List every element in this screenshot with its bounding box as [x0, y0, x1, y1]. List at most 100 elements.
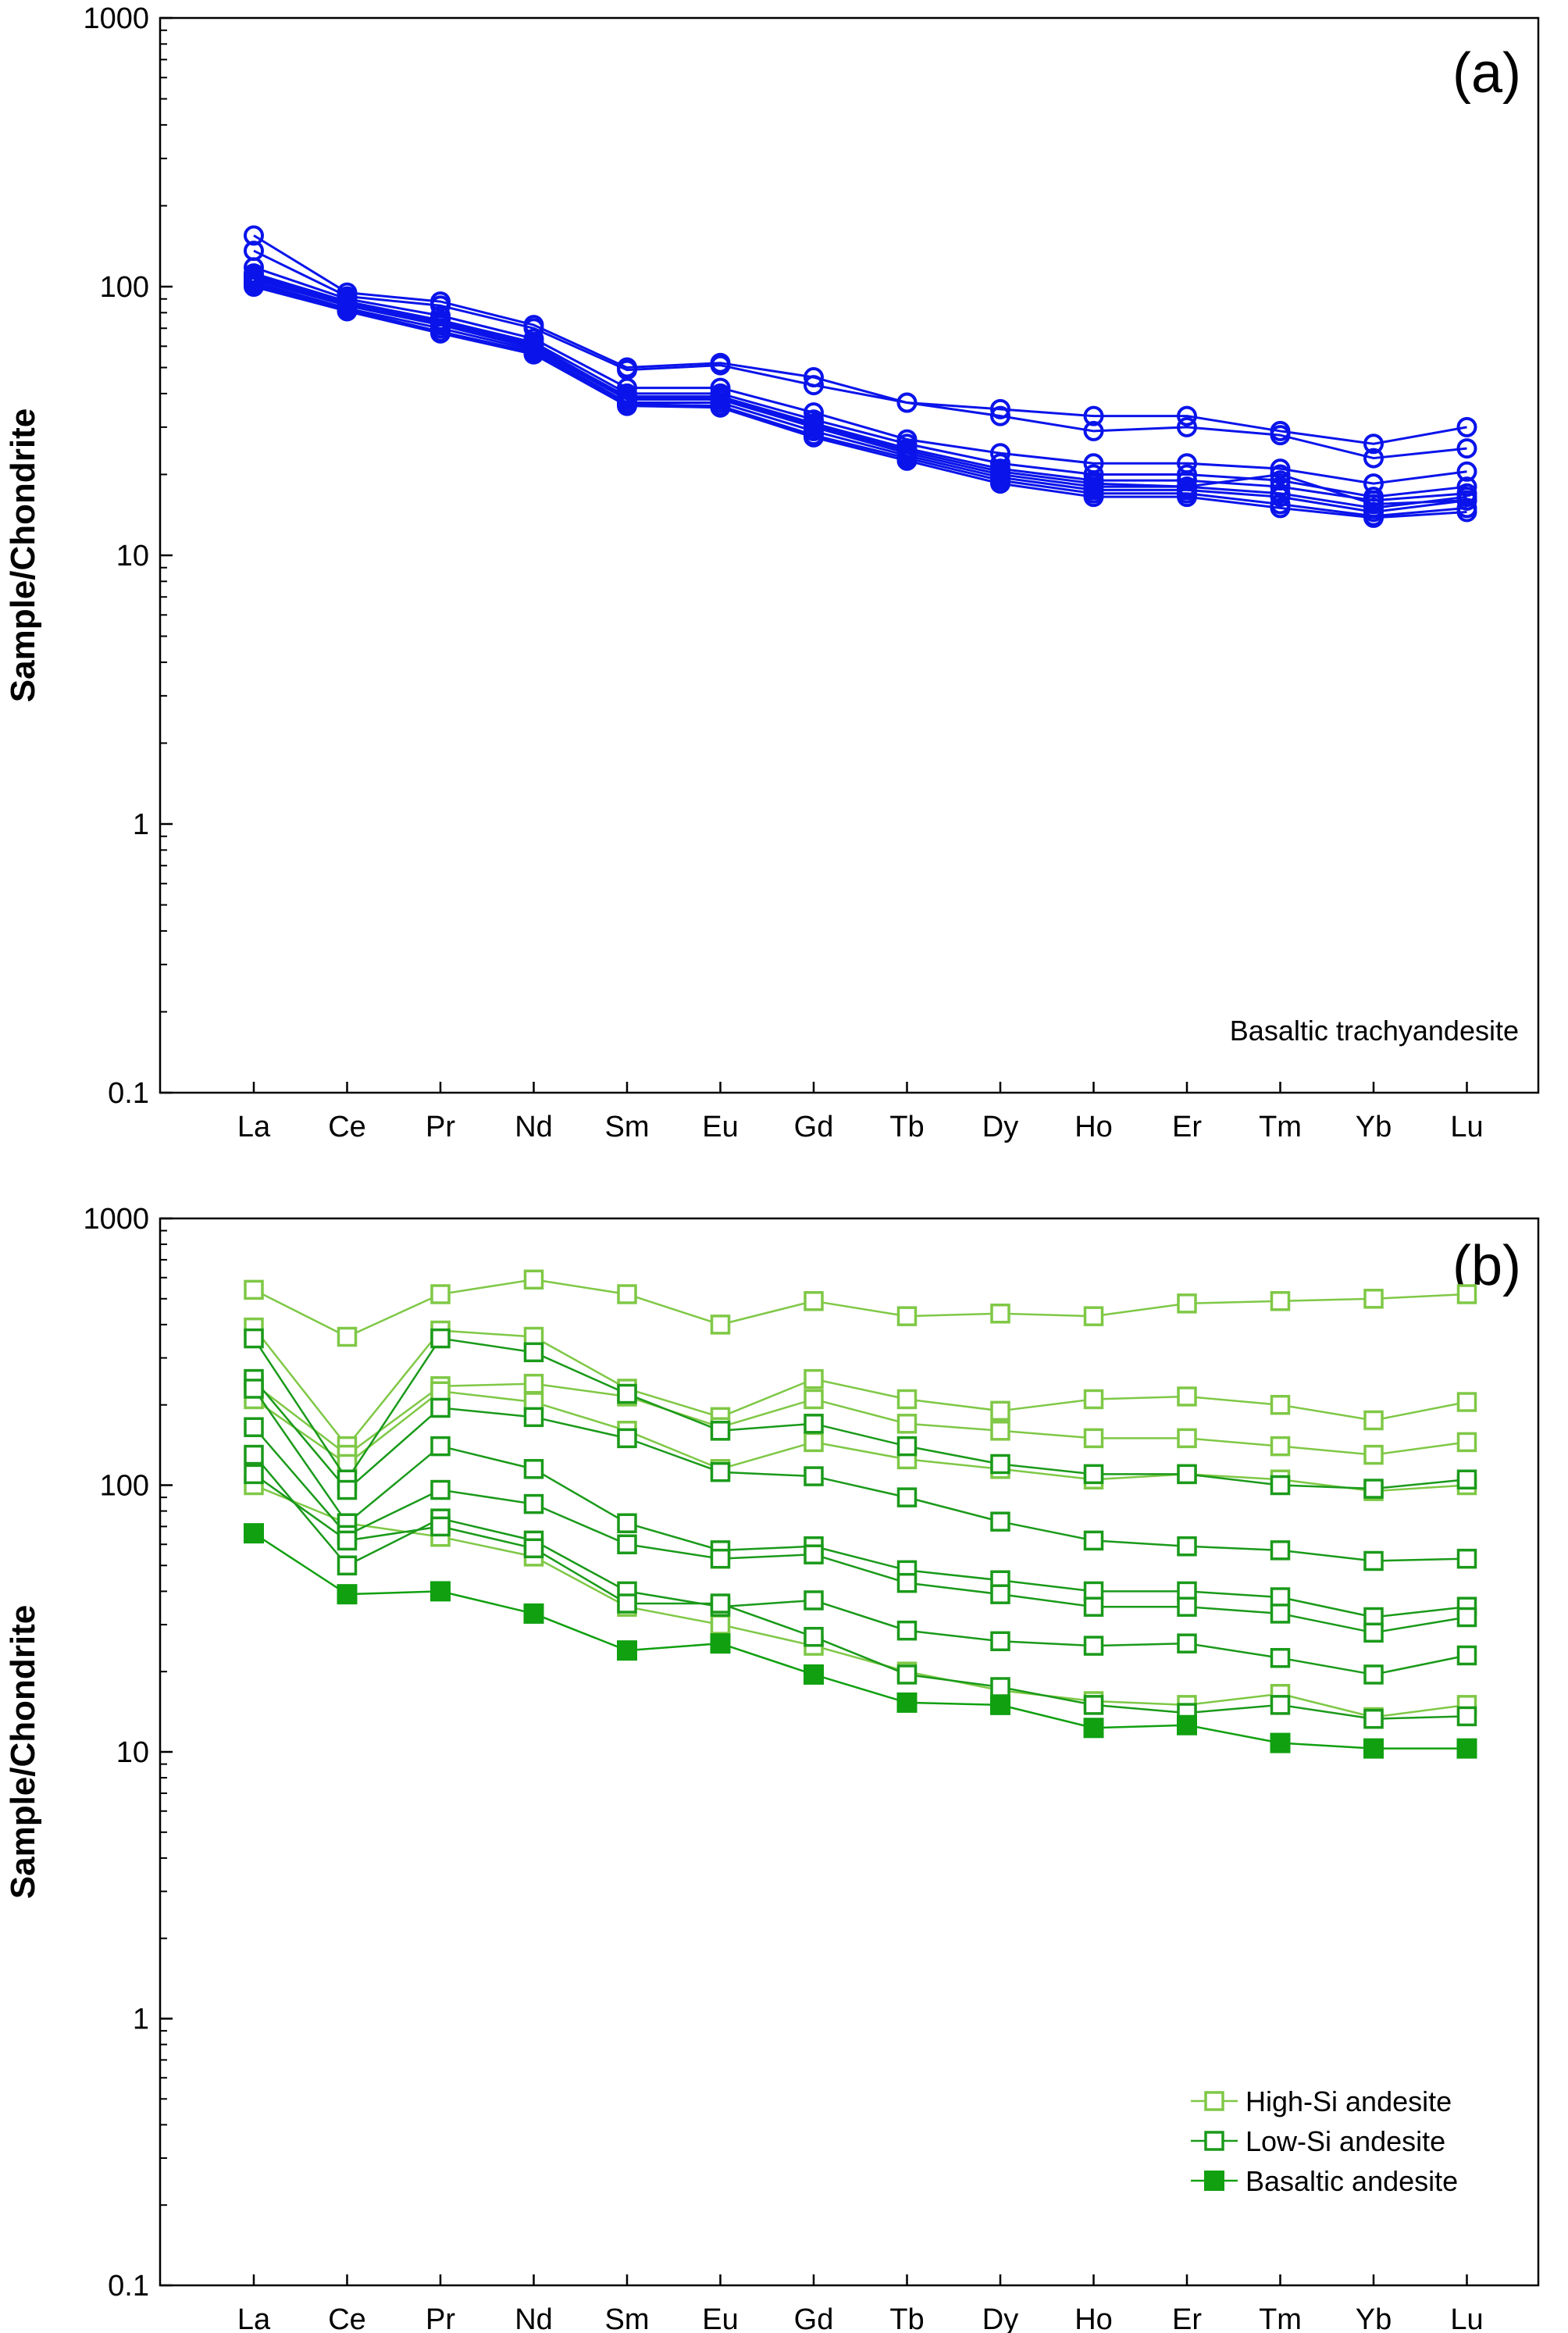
legend-marker: [1204, 2171, 1224, 2191]
data-point: [804, 1368, 824, 1389]
x-tick-label: Yb: [1356, 1111, 1392, 1143]
data-point: [1456, 1469, 1477, 1490]
data-point: [430, 1284, 451, 1304]
series-line: [244, 1269, 1477, 1347]
series-line: [244, 265, 1477, 515]
data-point: [896, 1389, 918, 1410]
data-point: [990, 405, 1010, 426]
data-point: [244, 1417, 264, 1437]
y-tick-label: 10: [116, 540, 149, 573]
x-tick-label: Tb: [889, 2303, 924, 2333]
data-point: [244, 1444, 264, 1465]
data-point: [896, 1306, 918, 1326]
series-path: [253, 234, 1467, 445]
data-point: [1177, 1714, 1197, 1735]
panel-a-annotation: Basaltic trachyandesite: [1230, 1015, 1519, 1047]
data-point: [617, 1284, 637, 1304]
data-point: [617, 387, 637, 408]
data-point: [244, 1379, 264, 1399]
data-point: [896, 441, 918, 462]
data-point: [430, 1581, 451, 1602]
series-line: [244, 1523, 1477, 1759]
data-point: [804, 1664, 824, 1685]
data-point: [1177, 1596, 1197, 1617]
data-point: [804, 1544, 824, 1564]
data-point: [1456, 1645, 1477, 1666]
data-point: [1363, 1479, 1384, 1499]
panel-b-series: [244, 1269, 1477, 1759]
x-tick-label: Lu: [1450, 2303, 1483, 2333]
data-point: [1083, 1718, 1104, 1739]
series-line: [244, 1417, 1477, 1643]
data-point: [1363, 507, 1384, 528]
x-tick-label: Tm: [1259, 2303, 1302, 2333]
panel-a-series: [244, 225, 1477, 528]
series-line: [244, 225, 1477, 455]
data-point: [617, 1534, 637, 1555]
data-point: [990, 1677, 1010, 1697]
data-point: [523, 1603, 544, 1624]
data-point: [1456, 461, 1477, 482]
y-tick-label: 1: [133, 2003, 149, 2036]
series-path: [253, 274, 1467, 506]
data-point: [1270, 1647, 1291, 1668]
series-path: [253, 1389, 1467, 1493]
series-path: [253, 1454, 1467, 1676]
data-point: [990, 1511, 1010, 1532]
x-tick-label: Ho: [1074, 1111, 1113, 1143]
x-tick-label: Lu: [1450, 1111, 1483, 1143]
series-path: [253, 1382, 1467, 1456]
x-tick-label: Tm: [1259, 1111, 1302, 1143]
data-point: [1083, 405, 1104, 426]
x-tick-label: Eu: [702, 2303, 738, 2333]
data-point: [990, 1454, 1010, 1475]
data-point: [337, 1555, 358, 1576]
x-tick-label: Eu: [702, 1111, 738, 1143]
data-point: [710, 1593, 731, 1614]
data-point: [804, 1291, 824, 1311]
y-tick-label: 100: [100, 271, 149, 304]
data-point: [804, 375, 824, 396]
data-point: [430, 1516, 451, 1537]
series-path: [253, 1532, 1467, 1750]
series-path: [253, 1484, 1467, 1718]
x-tick-label: Dy: [982, 1111, 1018, 1143]
data-point: [430, 1328, 451, 1349]
x-tick-label: Gd: [794, 2303, 834, 2333]
data-point: [430, 1436, 451, 1457]
data-point: [710, 1548, 731, 1569]
legend-item: High-Si andesite: [1191, 2085, 1452, 2117]
data-point: [896, 1487, 918, 1507]
data-point: [896, 450, 918, 471]
data-point: [990, 398, 1010, 419]
data-point: [1456, 476, 1477, 498]
x-tick-label: Ce: [328, 1111, 366, 1143]
data-point: [990, 1400, 1010, 1422]
data-point: [1363, 433, 1384, 455]
data-point: [1456, 1284, 1477, 1304]
data-point: [1456, 1432, 1477, 1453]
data-point: [710, 1315, 731, 1335]
data-point: [1083, 473, 1104, 494]
data-point: [990, 1584, 1010, 1604]
y-tick-label: 0.1: [108, 1077, 149, 1110]
data-point: [1363, 1444, 1384, 1465]
data-point: [617, 1428, 637, 1449]
panel-a-tag: (a): [1452, 42, 1521, 105]
data-point: [523, 1269, 544, 1290]
series-line: [244, 257, 1477, 494]
data-point: [896, 1414, 918, 1434]
panel-a-y-ticks: 0.1 1 10 100 1000: [83, 2, 173, 1110]
data-point: [1456, 1392, 1477, 1412]
data-point: [1363, 448, 1384, 469]
data-point: [710, 355, 731, 376]
data-point: [523, 1538, 544, 1559]
data-point: [804, 1466, 824, 1486]
data-point: [896, 1664, 918, 1685]
data-point: [1177, 464, 1197, 485]
data-point: [244, 225, 264, 246]
series-path: [252, 1337, 1467, 1490]
x-tick-label: Gd: [794, 1111, 834, 1143]
